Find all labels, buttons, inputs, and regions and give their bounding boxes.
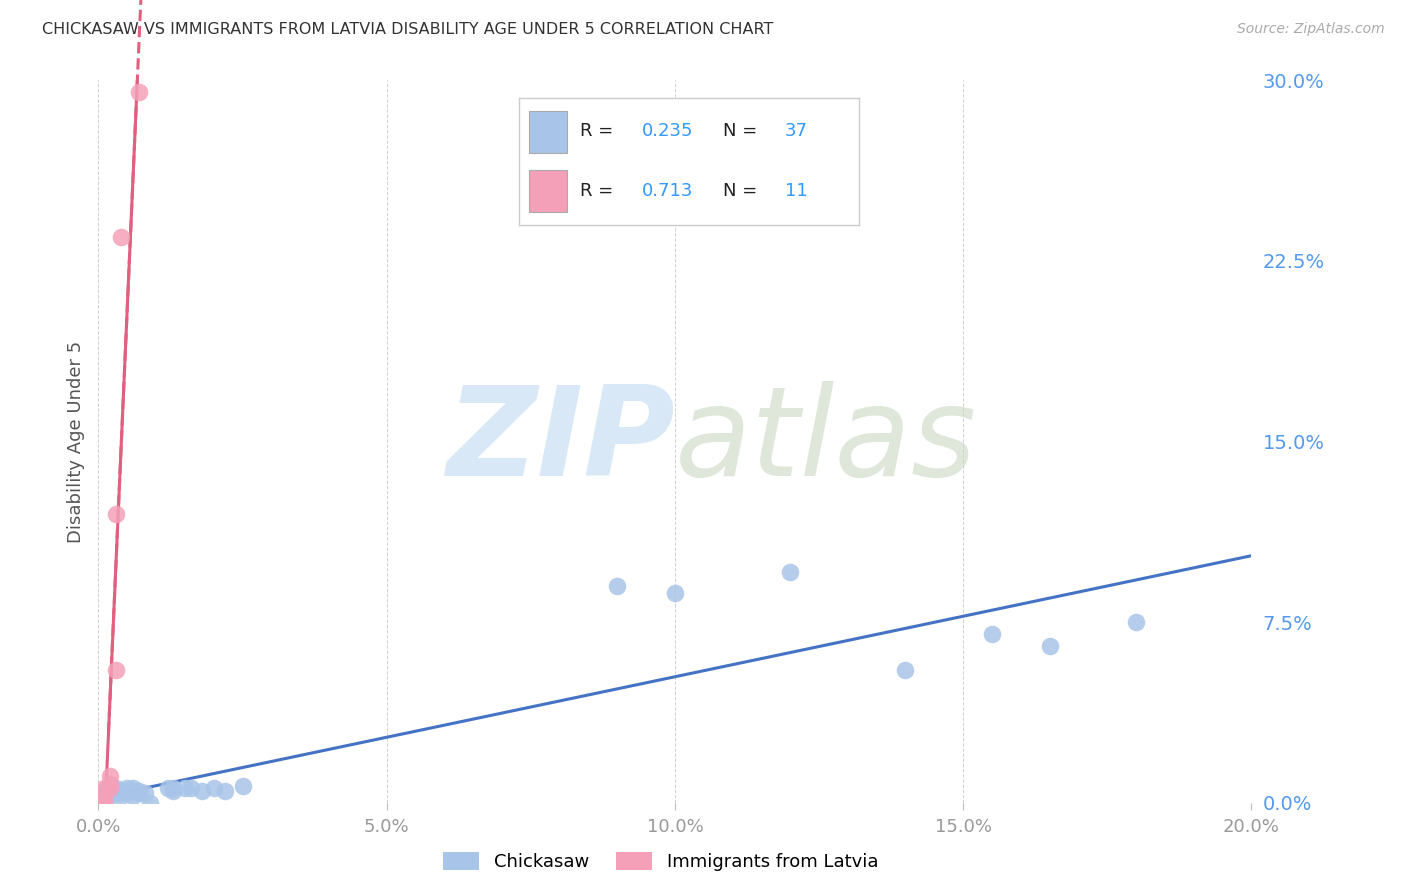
Text: atlas: atlas xyxy=(675,381,977,502)
Point xyxy=(180,781,202,796)
Point xyxy=(156,781,179,796)
Point xyxy=(93,789,115,803)
Legend: Chickasaw, Immigrants from Latvia: Chickasaw, Immigrants from Latvia xyxy=(436,845,886,879)
Point xyxy=(128,86,150,100)
Point xyxy=(104,664,127,678)
Point xyxy=(98,784,121,797)
Point xyxy=(117,781,139,796)
Point xyxy=(122,784,145,797)
Point xyxy=(174,781,197,796)
Point xyxy=(122,789,145,803)
Point xyxy=(1038,639,1062,653)
Point xyxy=(1125,615,1147,630)
Point xyxy=(664,586,686,600)
Point xyxy=(128,784,150,797)
Text: Source: ZipAtlas.com: Source: ZipAtlas.com xyxy=(1237,22,1385,37)
Point xyxy=(98,781,121,796)
Point xyxy=(98,789,121,803)
Point xyxy=(231,779,254,793)
Point xyxy=(104,786,127,800)
Point xyxy=(117,784,139,797)
Text: ZIP: ZIP xyxy=(446,381,675,502)
Point xyxy=(117,786,139,800)
Point xyxy=(191,784,214,797)
Point xyxy=(128,786,150,800)
Point xyxy=(93,796,115,810)
Y-axis label: Disability Age Under 5: Disability Age Under 5 xyxy=(66,341,84,542)
Point xyxy=(110,786,132,800)
Point xyxy=(202,781,225,796)
Point xyxy=(110,230,132,244)
Point xyxy=(98,776,121,790)
Point xyxy=(606,579,628,593)
Point xyxy=(104,784,127,797)
Point xyxy=(779,565,801,579)
Point xyxy=(214,784,236,797)
Point xyxy=(93,789,115,803)
Point xyxy=(894,664,917,678)
Point xyxy=(93,781,115,796)
Point xyxy=(122,781,145,796)
Text: CHICKASAW VS IMMIGRANTS FROM LATVIA DISABILITY AGE UNDER 5 CORRELATION CHART: CHICKASAW VS IMMIGRANTS FROM LATVIA DISA… xyxy=(42,22,773,37)
Point xyxy=(981,627,1004,641)
Point xyxy=(104,781,127,796)
Point xyxy=(139,796,162,810)
Point xyxy=(110,789,132,803)
Point xyxy=(162,784,184,797)
Point xyxy=(104,507,127,521)
Point xyxy=(98,769,121,783)
Point xyxy=(117,784,139,797)
Point xyxy=(93,793,115,807)
Point xyxy=(110,784,132,797)
Point xyxy=(93,784,115,797)
Point xyxy=(162,781,184,796)
Point xyxy=(134,786,156,800)
